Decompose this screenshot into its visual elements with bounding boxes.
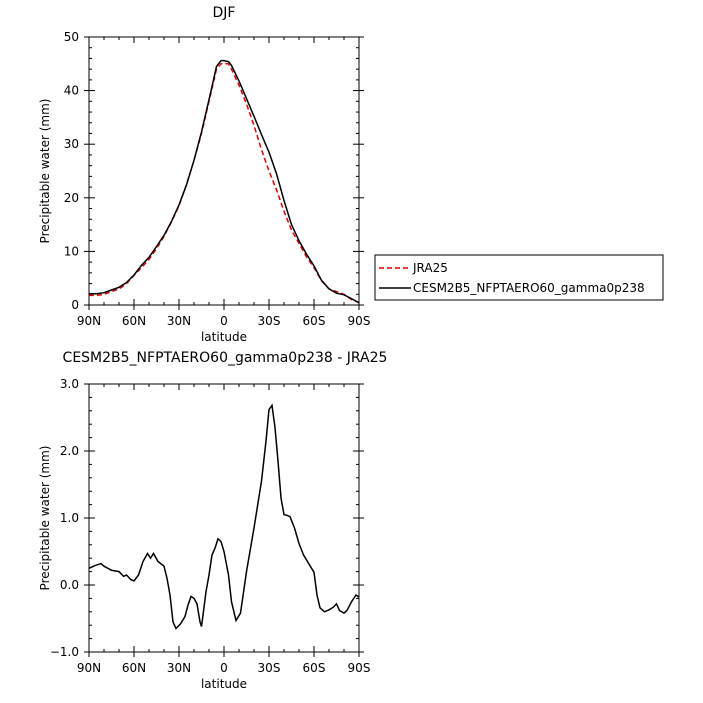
x-tick-label: 30N (167, 314, 191, 328)
x-tick-label: 90S (348, 661, 371, 675)
top-plot-area: 90N 60N 30N 0 30S 60S 90S 0 10 20 30 40 50 (64, 30, 371, 328)
y-tick-label: 20 (64, 191, 79, 205)
x-tick-label: 30N (167, 661, 191, 675)
x-tick-label: 30S (258, 314, 281, 328)
series-line (89, 59, 360, 304)
y-tick-label: 2.0 (60, 444, 79, 458)
x-tick-label: 60S (303, 661, 326, 675)
top-x-axis-label: latitude (201, 330, 247, 344)
series-line (88, 403, 360, 630)
x-tick-label: 0 (220, 314, 228, 328)
top-panel-title: DJF (213, 5, 236, 21)
top-panel: DJF 90N 60N 30N 0 30S 60S 90S 0 10 20 30 40 50 latit… (38, 5, 370, 344)
bottom-panel-title: CESM2B5_NFPTAERO60_gamma0p238 - JRA25 (63, 350, 388, 366)
x-tick-label: 90S (348, 314, 371, 328)
y-tick-label: 0 (71, 298, 79, 312)
x-tick-label: 30S (258, 661, 281, 675)
x-tick-label: 90N (77, 314, 101, 328)
x-tick-label: 60S (303, 314, 326, 328)
top-y-axis-label: Precipitable water (mm) (38, 99, 52, 244)
x-tick-label: 60N (122, 661, 146, 675)
y-tick-label: 40 (64, 84, 79, 98)
x-tick-label: 90N (77, 661, 101, 675)
y-tick-label: 10 (64, 244, 79, 258)
y-tick-label: −1.0 (50, 645, 79, 659)
y-tick-label: 1.0 (60, 511, 79, 525)
plot-frame (88, 36, 360, 306)
x-tick-label: 60N (122, 314, 146, 328)
y-tick-label: 0.0 (60, 578, 79, 592)
legend-label-cesm: CESM2B5_NFPTAERO60_gamma0p238 (413, 281, 645, 295)
legend-box (374, 254, 664, 301)
bottom-panel: CESM2B5_NFPTAERO60_gamma0p238 - JRA25 90… (38, 350, 387, 691)
legend-label-jra25: JRA25 (412, 261, 448, 275)
x-tick-label: 0 (220, 661, 228, 675)
bottom-plot-area: 90N 60N 30N 0 30S 60S 90S −1.0 0.0 1.0 2.0 3.0 (50, 377, 371, 675)
bottom-y-axis-label: Precipitable water (mm) (38, 446, 52, 591)
y-tick-label: 3.0 (60, 377, 79, 391)
series-line (89, 63, 360, 304)
plot-frame (88, 383, 360, 653)
y-tick-label: 30 (64, 137, 79, 151)
bottom-x-axis-label: latitude (201, 677, 247, 691)
y-tick-label: 50 (64, 30, 79, 44)
legend: JRA25 CESM2B5_NFPTAERO60_gamma0p238 (374, 254, 664, 301)
